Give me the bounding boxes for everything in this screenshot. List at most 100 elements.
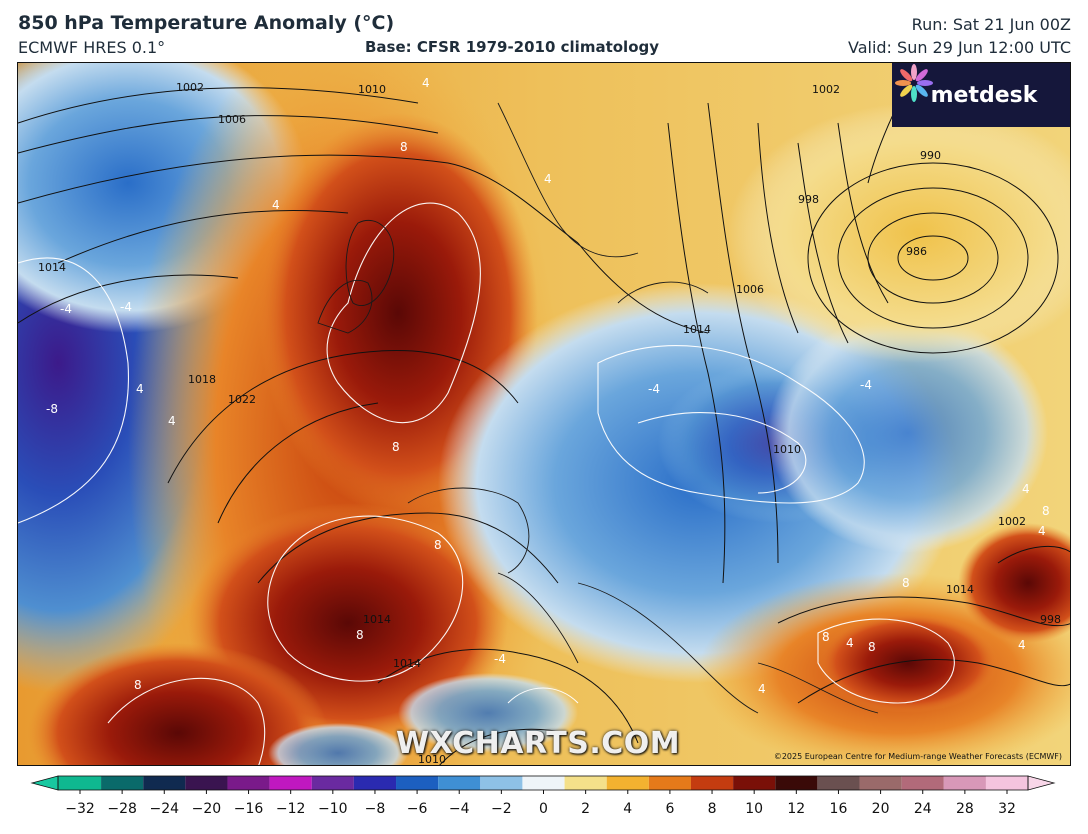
- isobar-label: 1010: [773, 443, 801, 456]
- colorbar-segment: [943, 776, 986, 790]
- anomaly-label: -4: [648, 382, 660, 396]
- isobar-label: 1010: [418, 753, 446, 766]
- colorbar-segment: [311, 776, 354, 790]
- colorbar-segment: [859, 776, 902, 790]
- colorbar-segment: [817, 776, 860, 790]
- colorbar-segment: [733, 776, 776, 790]
- isobar-label: 998: [798, 193, 819, 206]
- colorbar-segment: [143, 776, 186, 790]
- colorbar-segment: [564, 776, 607, 790]
- run-time-label: Run: Sat 21 Jun 00Z: [911, 15, 1071, 34]
- colorbar-segment: [480, 776, 523, 790]
- colorbar-tick-label: 10: [745, 801, 763, 817]
- isobar-label: 1018: [188, 373, 216, 386]
- colorbar-tick-label: −4: [449, 801, 470, 817]
- isobar-label: 1006: [218, 113, 246, 126]
- isobar-label: 1014: [946, 583, 974, 596]
- anomaly-label: 8: [902, 576, 910, 590]
- colorbar-tick-label: 24: [914, 801, 932, 817]
- anomaly-label: 8: [400, 140, 408, 154]
- isobar-label: 1014: [393, 657, 421, 670]
- colorbar-tick-label: 12: [787, 801, 805, 817]
- climatology-base-label: Base: CFSR 1979-2010 climatology: [365, 38, 660, 56]
- colorbar-tick-label: −16: [234, 801, 264, 817]
- isobar-label: 986: [906, 245, 927, 258]
- anomaly-label: -4: [120, 300, 132, 314]
- colorbar-tick-label: −20: [192, 801, 222, 817]
- anomaly-label: 4: [544, 172, 552, 186]
- anomaly-label: 4: [846, 636, 854, 650]
- colorbar-segment: [396, 776, 439, 790]
- colorbar-tick-label: −28: [107, 801, 137, 817]
- colorbar-tick-label: 8: [708, 801, 717, 817]
- anomaly-label: 4: [1038, 524, 1046, 538]
- colorbar-segment: [775, 776, 818, 790]
- anomaly-label: 8: [356, 628, 364, 642]
- model-label: ECMWF HRES 0.1°: [18, 38, 166, 57]
- colorbar-tick-label: 4: [623, 801, 632, 817]
- colorbar-tick-label: −10: [318, 801, 348, 817]
- ecmwf-copyright: ©2025 European Centre for Medium-range W…: [773, 752, 1062, 761]
- isobar-label: 990: [920, 149, 941, 162]
- colorbar-segment: [522, 776, 565, 790]
- isobar-label: 1002: [176, 81, 204, 94]
- anomaly-label: -4: [60, 302, 72, 316]
- colorbar-tick-label: −12: [276, 801, 306, 817]
- anomaly-labels: 8 4 4 -4 -4 -8 4 4 8 8 8 4 -4 -4 -4 8 8 …: [46, 76, 1050, 696]
- isobar-label: 1002: [998, 515, 1026, 528]
- colorbar-tick-label: −32: [65, 801, 95, 817]
- anomaly-label: 8: [392, 440, 400, 454]
- anomaly-label: 4: [1022, 482, 1030, 496]
- colorbar-svg: −32 −28 −24 −20 −16 −12 −10 −8 −6 −4 −2 0 2 4 6 8 10 12 16…: [30, 775, 1056, 817]
- colorbar-tick-label: 16: [830, 801, 848, 817]
- colorbar-segment: [648, 776, 691, 790]
- colorbar-tick-label: 20: [872, 801, 890, 817]
- colorbar-segment: [985, 776, 1028, 790]
- valid-time-label: Valid: Sun 29 Jun 12:00 UTC: [848, 38, 1071, 57]
- metdesk-logo-text: metdesk: [930, 82, 1038, 108]
- isobar-label: 1002: [812, 83, 840, 96]
- anomaly-label: 8: [434, 538, 442, 552]
- wxcharts-watermark: WXCHARTS.COM: [396, 726, 681, 761]
- colorbar-tick-label: 32: [998, 801, 1016, 817]
- colorbar-max-arrow: [1027, 775, 1056, 791]
- anomaly-label: 8: [134, 678, 142, 692]
- anomaly-label: -8: [46, 402, 58, 416]
- anomaly-label: 4: [758, 682, 766, 696]
- anomaly-label: 4: [422, 76, 430, 90]
- colorbar: −32 −28 −24 −20 −16 −12 −10 −8 −6 −4 −2 0 2 4 6 8 10 12 16…: [0, 770, 1088, 830]
- chart-title: 850 hPa Temperature Anomaly (°C): [18, 12, 395, 34]
- anomaly-label: 4: [1018, 638, 1026, 652]
- isobar-labels: 1002 1006 1010 1014 1018 1022 990 986 99…: [38, 81, 1061, 766]
- isobar-label: 1010: [358, 83, 386, 96]
- anomaly-label: 4: [272, 198, 280, 212]
- anomaly-label: 8: [868, 640, 876, 654]
- isobar-label: 1014: [683, 323, 711, 336]
- colorbar-tick-label: 6: [665, 801, 674, 817]
- anomaly-map: 1002 1006 1010 1014 1018 1022 990 986 99…: [17, 62, 1071, 766]
- colorbar-tick-label: −24: [149, 801, 179, 817]
- colorbar-tick-label: −8: [365, 801, 386, 817]
- colorbar-segment: [353, 776, 397, 790]
- anomaly-label: 4: [168, 414, 176, 428]
- colorbar-segment: [269, 776, 312, 790]
- colorbar-segment: [101, 776, 144, 790]
- isobar-label: 998: [1040, 613, 1061, 626]
- colorbar-tick-label: 0: [539, 801, 548, 817]
- anomaly-label: -4: [494, 652, 506, 666]
- isobar-label: 1006: [736, 283, 764, 296]
- colorbar-segment: [606, 776, 649, 790]
- colorbar-segment: [185, 776, 228, 790]
- anomaly-label: 8: [1042, 504, 1050, 518]
- isobar-label: 1022: [228, 393, 256, 406]
- anomaly-label: 8: [822, 630, 830, 644]
- colorbar-segment: [227, 776, 270, 790]
- colorbar-segment: [690, 776, 734, 790]
- colorbar-segment: [901, 776, 944, 790]
- isobar-label: 1014: [363, 613, 391, 626]
- metdesk-logo: metdesk: [892, 63, 1070, 127]
- metdesk-flower-icon: [895, 64, 933, 102]
- colorbar-tick-label: 2: [581, 801, 590, 817]
- colorbar-tick-label: −2: [491, 801, 512, 817]
- map-canvas: 1002 1006 1010 1014 1018 1022 990 986 99…: [18, 63, 1070, 766]
